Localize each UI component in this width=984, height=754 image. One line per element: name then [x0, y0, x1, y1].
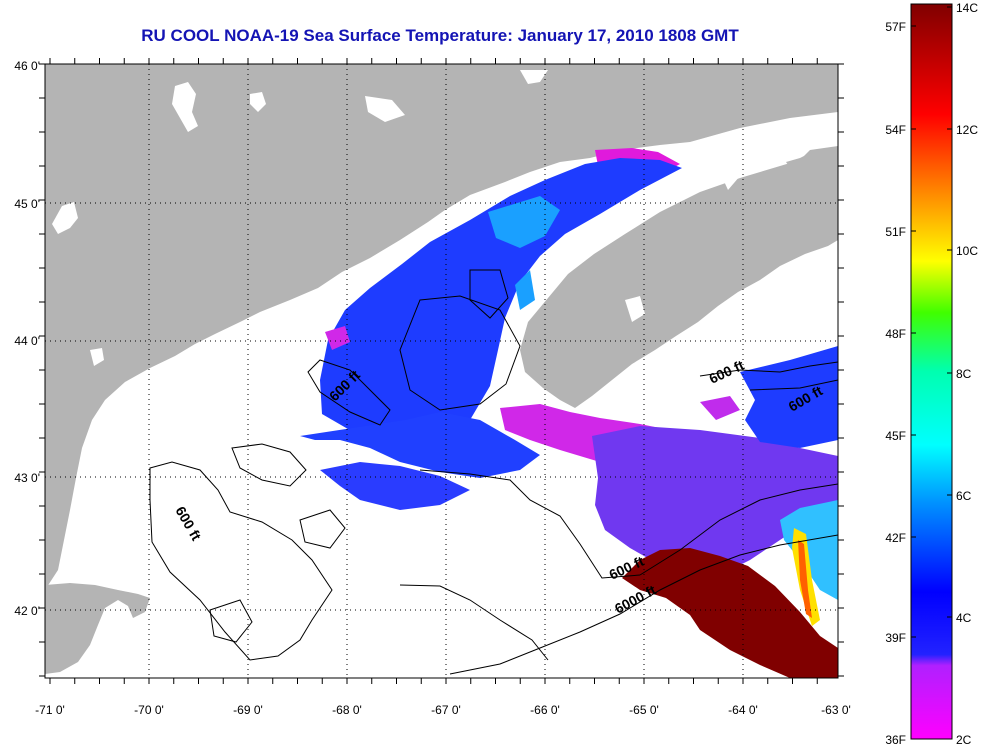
- sst-blue-patch-south: [320, 462, 470, 510]
- contour-600ft: [639, 483, 838, 576]
- lake: [625, 296, 645, 322]
- lake: [250, 92, 266, 112]
- longitude-axis: -71 0' -70 0' -69 0' -68 0' -67 0' -66 0…: [35, 703, 851, 717]
- contour-600ft: [749, 379, 838, 391]
- plot-area: [45, 64, 838, 678]
- contour-600ft: [469, 269, 509, 319]
- contour-600ft: [399, 295, 521, 411]
- contour-minor: [231, 443, 307, 487]
- lake: [520, 70, 548, 84]
- contour-600ft: [419, 469, 641, 579]
- lake: [90, 348, 104, 366]
- sst-purple-shelf: [592, 426, 838, 580]
- lon-label: -69 0': [233, 703, 263, 717]
- lat-label: 46 0': [14, 59, 40, 73]
- colorbar-gradient: [910, 3, 953, 740]
- lon-label: -64 0': [728, 703, 758, 717]
- contour-minor: [209, 599, 253, 643]
- lake: [718, 160, 740, 190]
- sst-warm-front-inner: [798, 540, 812, 618]
- colorbar-ticks: [911, 6, 952, 638]
- lon-label: -67 0': [431, 703, 461, 717]
- colorbar-c-label: 12C: [956, 123, 978, 137]
- sst-cyan-east: [780, 500, 838, 600]
- lat-label: 43 0': [14, 471, 40, 485]
- lon-label: -63 0': [821, 703, 851, 717]
- contour-600ft: [307, 359, 391, 426]
- lon-label: -66 0': [530, 703, 560, 717]
- colorbar-c-label: 14C: [956, 1, 978, 15]
- colorbar-c-label: 6C: [956, 489, 972, 503]
- sst-cyan-patch: [515, 270, 535, 310]
- lon-label: -70 0': [134, 703, 164, 717]
- plot-frame: [44, 63, 839, 679]
- colorbar-c-label: 2C: [956, 733, 972, 747]
- sst-blue-bay-of-fundy: [320, 158, 682, 446]
- colorbar-f-label: 36F: [885, 733, 906, 747]
- contour-6000ft: [449, 534, 838, 675]
- colorbar-f-label: 51F: [885, 225, 906, 239]
- latitude-axis: 46 0' 45 0' 44 0' 43 0' 42 0': [14, 59, 40, 618]
- lake: [365, 96, 405, 122]
- colorbar-c-label: 4C: [956, 611, 972, 625]
- axis-ticks: [39, 58, 844, 684]
- lake: [52, 202, 78, 234]
- lake: [172, 82, 198, 132]
- colorbar-f-label: 42F: [885, 531, 906, 545]
- lat-label: 45 0': [14, 197, 40, 211]
- map-title: RU COOL NOAA-19 Sea Surface Temperature:…: [141, 26, 739, 45]
- colorbar-f-label: 48F: [885, 327, 906, 341]
- colorbar-c-label: 10C: [956, 244, 978, 258]
- sst-warm-gulf-stream: [622, 548, 838, 678]
- sst-blue-south: [300, 412, 540, 478]
- colorbar: 57F 54F 51F 48F 45F 42F 39F 36F 14C 12C …: [885, 1, 978, 747]
- sst-cyan-patch: [488, 196, 560, 248]
- colorbar-f-label: 39F: [885, 631, 906, 645]
- colorbar-c-label: 8C: [956, 367, 972, 381]
- land-nova-scotia: [520, 146, 838, 408]
- lon-label: -65 0': [629, 703, 659, 717]
- contour-minor: [299, 509, 346, 549]
- land-maine-nh: [45, 64, 838, 590]
- contour-600ft: [149, 461, 333, 661]
- colorbar-f-label: 54F: [885, 123, 906, 137]
- contour-600ft: [699, 361, 838, 377]
- sst-magenta-east: [700, 396, 740, 420]
- colorbar-f-label: 57F: [885, 20, 906, 34]
- sst-magenta-patch: [325, 326, 350, 350]
- lat-label: 44 0': [14, 334, 40, 348]
- colorbar-f-label: 45F: [885, 429, 906, 443]
- graticule: [45, 64, 838, 678]
- land-cape-breton: [786, 150, 838, 184]
- land-cape-cod: [45, 583, 150, 674]
- lon-label: -71 0': [35, 703, 65, 717]
- lon-label: -68 0': [332, 703, 362, 717]
- lat-label: 42 0': [14, 604, 40, 618]
